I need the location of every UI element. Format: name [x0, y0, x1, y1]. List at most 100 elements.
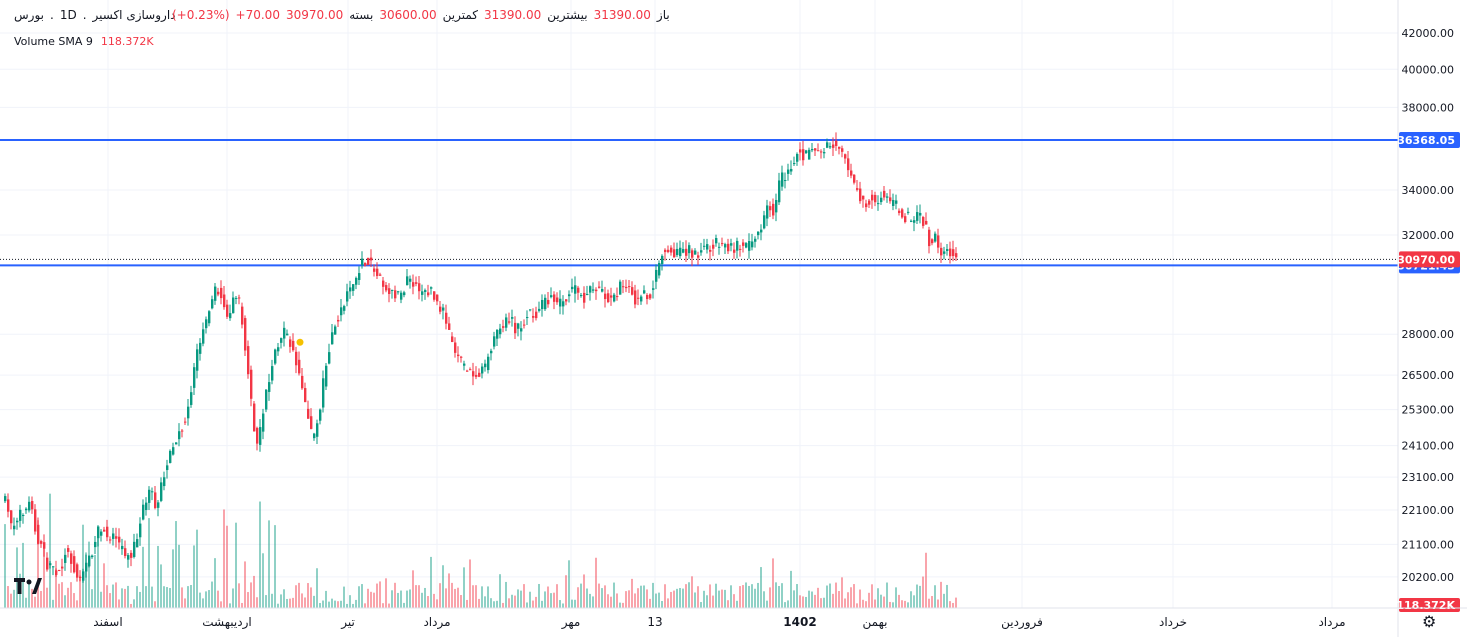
volume-bar [76, 600, 78, 608]
candle-body [55, 570, 58, 576]
candle-body [391, 289, 394, 291]
candle-body [94, 541, 97, 548]
candle-body [136, 539, 139, 548]
volume-bar [13, 589, 15, 608]
volume-bar [517, 589, 519, 608]
volume-bar [475, 585, 477, 608]
volume-bar [103, 563, 105, 608]
candle-body [760, 229, 763, 233]
candle-body [49, 563, 52, 566]
candle-body [250, 369, 253, 399]
price-tick-label: 42000.00 [1402, 27, 1455, 40]
candle-body [457, 354, 460, 357]
price-axis[interactable]: 42000.00 40000.00 38000.00 34000.00 32000.00… [1396, 0, 1460, 637]
volume-bar [463, 567, 465, 608]
candle-body [823, 152, 826, 154]
volume-bar [295, 585, 297, 608]
candle-body [589, 286, 592, 293]
candle-body [772, 203, 775, 216]
volume-bar [622, 602, 624, 608]
volume-bar [367, 588, 369, 608]
candle-body [607, 293, 610, 303]
close-value: 30970.00 [285, 8, 344, 22]
price-tick-label: 21100.00 [1402, 538, 1455, 551]
volume-bar [895, 587, 897, 608]
volume-bar [772, 558, 774, 608]
volume-bar [649, 598, 651, 608]
volume-bar [943, 593, 945, 608]
candle-body [703, 245, 706, 247]
time-tick-label: تیر [340, 615, 355, 630]
candle-body [319, 409, 322, 421]
volume-bar [286, 598, 288, 608]
volume-bar [337, 601, 339, 608]
volume-bar [838, 591, 840, 608]
price-tick-label: 26500.00 [1402, 369, 1455, 382]
volume-bar [85, 552, 87, 608]
volume-bar [709, 584, 711, 608]
candle-body [688, 245, 691, 254]
volume-bar [265, 595, 267, 608]
candle-body [220, 287, 223, 299]
volume-bar [70, 582, 72, 608]
candle-body [526, 317, 529, 319]
candle-body [97, 526, 100, 539]
candle-body [850, 170, 853, 176]
candle-body [472, 371, 475, 377]
candle-body [847, 158, 850, 171]
candle-body [421, 291, 424, 295]
volume-bar [169, 588, 171, 608]
candle-body [193, 367, 196, 388]
candle-body [298, 359, 301, 374]
candle-body [34, 509, 37, 532]
volume-bar [901, 600, 903, 608]
volume-bar [907, 602, 909, 608]
volume-bar [127, 585, 129, 608]
time-tick-label: مرداد [1318, 615, 1345, 630]
candle-body [442, 307, 445, 311]
volume-bar [580, 583, 582, 608]
candle-body [568, 294, 571, 297]
time-axis[interactable]: اسفند اردیبهشت تیر مرداد مهر 13 1402 بهمن فروردی… [0, 607, 1467, 630]
symbol-name[interactable]: داروسازی اکسیر [92, 8, 176, 22]
candle-body [913, 220, 916, 223]
candle-body [955, 253, 958, 258]
horizontal-levels[interactable] [0, 138, 1398, 346]
candle-body [160, 482, 163, 501]
candle-body [724, 244, 727, 248]
volume-bar [148, 518, 150, 608]
candle-body [118, 536, 121, 543]
volume-bar [334, 600, 336, 608]
candle-body [523, 324, 526, 326]
volume-bar [760, 567, 762, 608]
volume-legend[interactable]: Volume SMA 9 118.372K [14, 35, 154, 48]
candle-body [340, 307, 343, 316]
volume-bar [625, 591, 627, 608]
volume-bar [565, 575, 567, 608]
volume-bar [505, 581, 507, 608]
volume-bar [817, 587, 819, 608]
price-tick-label: 28000.00 [1402, 328, 1455, 341]
candle-body [154, 492, 157, 509]
candle-body [751, 241, 754, 248]
volume-bar [619, 602, 621, 608]
candle-body [571, 286, 574, 290]
volume-bar [637, 588, 639, 608]
interval[interactable]: 1D [59, 8, 77, 22]
volume-bar [934, 585, 936, 608]
gear-icon[interactable]: ⚙ [1422, 612, 1437, 631]
volume-indicator-value: 118.372K [100, 35, 154, 48]
candle-body [109, 539, 112, 541]
candle-body [877, 203, 880, 205]
volume-bar [274, 525, 276, 608]
volume-bar [391, 590, 393, 608]
candle-body [511, 317, 514, 319]
candle-body [235, 297, 238, 299]
volume-bar [118, 599, 120, 608]
high-value: 31390.00 [483, 8, 542, 22]
candle-body [886, 196, 889, 198]
volume-bar [694, 592, 696, 608]
volume-bar [181, 587, 183, 608]
volume-bar [724, 589, 726, 608]
